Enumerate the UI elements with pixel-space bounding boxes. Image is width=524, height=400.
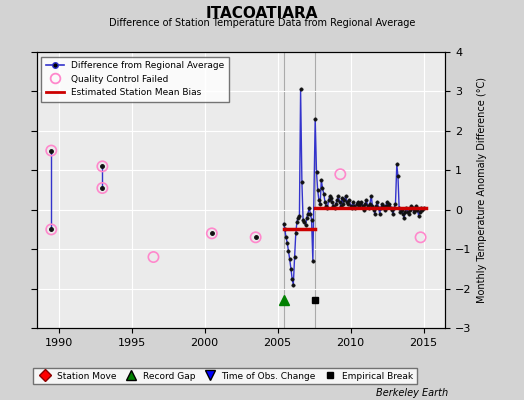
- Point: [417, 234, 425, 240]
- Point: [98, 185, 106, 191]
- Point: [208, 230, 216, 236]
- Point: [98, 185, 106, 191]
- Point: [336, 171, 344, 178]
- Point: [149, 254, 158, 260]
- Legend: Station Move, Record Gap, Time of Obs. Change, Empirical Break: Station Move, Record Gap, Time of Obs. C…: [32, 368, 417, 384]
- Point: [252, 234, 260, 240]
- Point: [47, 147, 56, 154]
- Text: Berkeley Earth: Berkeley Earth: [376, 388, 448, 398]
- Text: Difference of Station Temperature Data from Regional Average: Difference of Station Temperature Data f…: [109, 18, 415, 28]
- Point: [47, 226, 56, 233]
- Text: ITACOATIARA: ITACOATIARA: [206, 6, 318, 21]
- Point: [47, 147, 56, 154]
- Point: [208, 230, 216, 236]
- Point: [47, 226, 56, 233]
- Point: [98, 163, 106, 170]
- Y-axis label: Monthly Temperature Anomaly Difference (°C): Monthly Temperature Anomaly Difference (…: [477, 77, 487, 303]
- Point: [252, 234, 260, 240]
- Point: [98, 163, 106, 170]
